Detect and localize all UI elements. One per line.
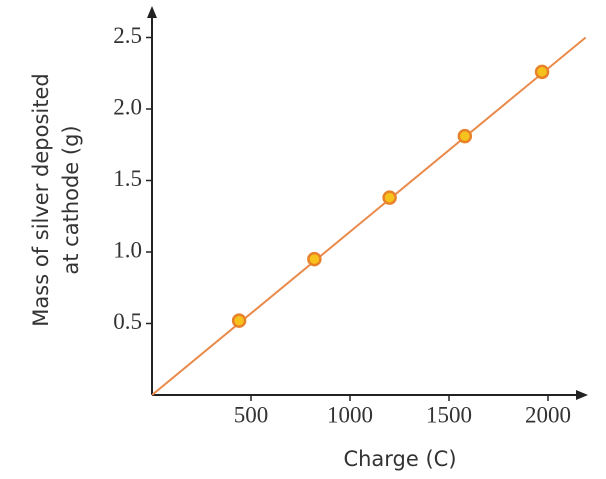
y-tick-label: 1.0 — [113, 237, 142, 262]
x-tick-label: 1000 — [327, 402, 373, 427]
y-tick-label: 2.5 — [113, 23, 142, 48]
data-point — [534, 64, 550, 80]
x-tick-label: 2000 — [525, 402, 571, 427]
y-axis-label: Mass of silver deposited — [29, 73, 53, 326]
y-tick-label: 1.5 — [113, 166, 142, 191]
y-axis-arrow — [147, 6, 157, 18]
data-point — [231, 313, 247, 328]
x-tick-label: 500 — [234, 402, 269, 427]
fit-line — [151, 36, 587, 396]
data-point — [307, 251, 322, 267]
x-tick-label: 1500 — [426, 402, 472, 427]
data-point — [457, 128, 473, 144]
x-axis-label: Charge (C) — [343, 447, 456, 471]
x-axis-arrow — [576, 390, 588, 400]
y-axis-label: at cathode (g) — [59, 125, 83, 274]
data-point — [382, 190, 397, 205]
y-tick-label: 0.5 — [113, 309, 142, 334]
y-tick-label: 2.0 — [113, 94, 142, 119]
